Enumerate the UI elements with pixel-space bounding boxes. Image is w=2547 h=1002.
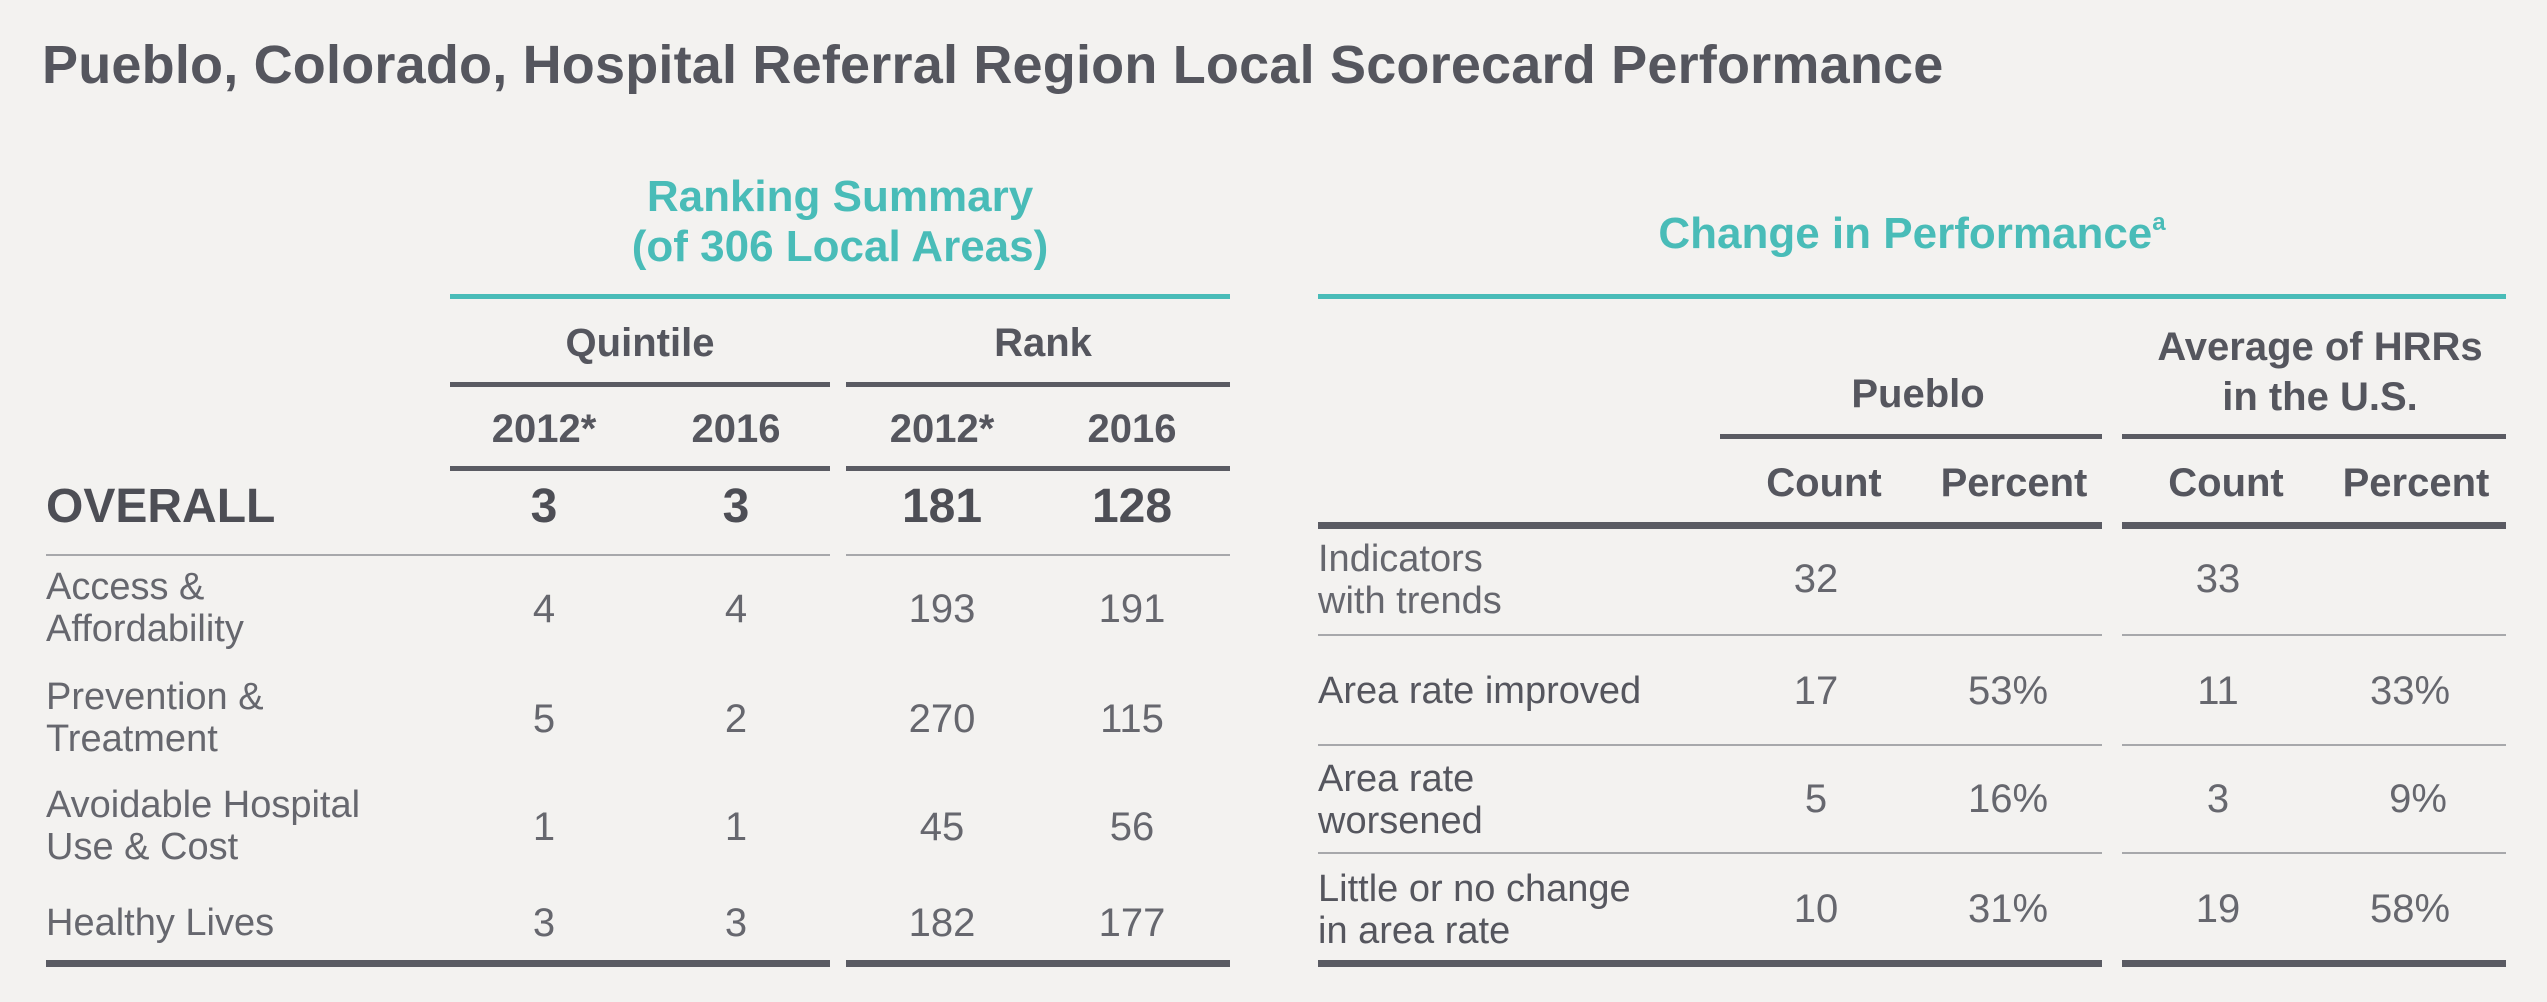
healthy-q2012: 3 (532, 901, 556, 945)
avoidable-r2012: 45 (919, 805, 965, 849)
quintile-2016-header: 2016 (691, 407, 781, 451)
row-divider (2122, 634, 2506, 636)
indicators-pueblo-count: 32 (1793, 557, 1839, 601)
change-header-rule (2122, 522, 2506, 529)
overall-q2016: 3 (722, 480, 750, 533)
pueblo-rule (1720, 434, 2102, 439)
ranking-bottom-rule (846, 960, 1230, 967)
row-label-little-change: Little or no change in area rate (1318, 868, 1631, 952)
little-avg-count: 19 (2195, 887, 2241, 931)
rank-2012-header: 2012* (889, 407, 995, 451)
page-title: Pueblo, Colorado, Hospital Referral Regi… (42, 35, 1944, 95)
prevention-r2012: 270 (908, 697, 976, 741)
prevention-q2016: 2 (724, 697, 748, 741)
healthy-q2016: 3 (724, 901, 748, 945)
access-q2012: 4 (532, 587, 556, 631)
change-bottom-rule (1318, 960, 2102, 967)
quintile-2012-header: 2012* (491, 407, 597, 451)
row-divider (1318, 852, 2102, 854)
overall-q2012: 3 (530, 480, 558, 533)
overall-r2012: 181 (901, 480, 983, 533)
rank-2016-header: 2016 (1087, 407, 1177, 451)
avoidable-r2016: 56 (1109, 805, 1155, 849)
row-divider (46, 554, 830, 556)
improved-avg-pct: 33% (2369, 669, 2451, 713)
pueblo-count-header: Count (1766, 461, 1882, 505)
prevention-q2012: 5 (532, 697, 556, 741)
worsened-pueblo-count: 5 (1804, 777, 1828, 821)
row-label-access: Access & Affordability (46, 566, 244, 650)
pueblo-percent-header: Percent (1940, 461, 2088, 505)
overall-r2016: 128 (1091, 480, 1173, 533)
little-avg-pct: 58% (2369, 887, 2451, 931)
quintile-rule (450, 382, 830, 387)
little-pueblo-count: 10 (1793, 887, 1839, 931)
row-label-worsened: Area rate worsened (1318, 758, 1483, 842)
pueblo-header: Pueblo (1851, 372, 1985, 416)
avg-hrr-header: Average of HRRs in the U.S. (2157, 325, 2483, 419)
row-divider (846, 554, 1230, 556)
row-label-healthy: Healthy Lives (46, 902, 275, 944)
improved-avg-count: 11 (2197, 669, 2239, 713)
avg-percent-header: Percent (2342, 461, 2490, 505)
improved-pueblo-pct: 53% (1967, 669, 2049, 713)
change-bottom-rule (2122, 960, 2506, 967)
overall-label: OVERALL (46, 480, 276, 533)
prevention-r2016: 115 (1100, 697, 1164, 741)
ranking-summary-heading: Ranking Summary (of 306 Local Areas) (631, 172, 1049, 271)
ranking-teal-rule (450, 294, 1230, 299)
indicators-avg-count: 33 (2195, 557, 2241, 601)
row-divider (1318, 744, 2102, 746)
ranking-bottom-rule (46, 960, 830, 967)
healthy-r2016: 177 (1098, 901, 1166, 945)
worsened-avg-count: 3 (2206, 777, 2230, 821)
year-rule-rank (846, 466, 1230, 471)
avg-count-header: Count (2168, 461, 2284, 505)
year-rule-quintile (450, 466, 830, 471)
rank-rule (846, 382, 1230, 387)
row-divider (2122, 744, 2506, 746)
quintile-header: Quintile (565, 321, 715, 365)
row-label-indicators: Indicators with trends (1318, 538, 1502, 622)
worsened-avg-pct: 9% (2389, 777, 2447, 821)
avg-rule (2122, 434, 2506, 439)
row-label-avoidable: Avoidable Hospital Use & Cost (46, 784, 361, 868)
worsened-pueblo-pct: 16% (1967, 777, 2049, 821)
change-header-rule (1318, 522, 2102, 529)
row-divider (1318, 634, 2102, 636)
avoidable-q2016: 1 (724, 805, 748, 849)
little-pueblo-pct: 31% (1967, 887, 2049, 931)
access-r2012: 193 (908, 587, 976, 631)
change-teal-rule (1318, 294, 2506, 299)
row-divider (2122, 852, 2506, 854)
change-heading: Change in Performancea (1658, 209, 2166, 258)
healthy-r2012: 182 (908, 901, 976, 945)
improved-pueblo-count: 17 (1793, 669, 1839, 713)
access-r2016: 191 (1098, 587, 1166, 631)
rank-header: Rank (994, 321, 1092, 365)
access-q2016: 4 (724, 587, 748, 631)
avoidable-q2012: 1 (532, 805, 556, 849)
row-label-improved: Area rate improved (1318, 670, 1642, 712)
row-label-prevention: Prevention & Treatment (46, 676, 264, 760)
